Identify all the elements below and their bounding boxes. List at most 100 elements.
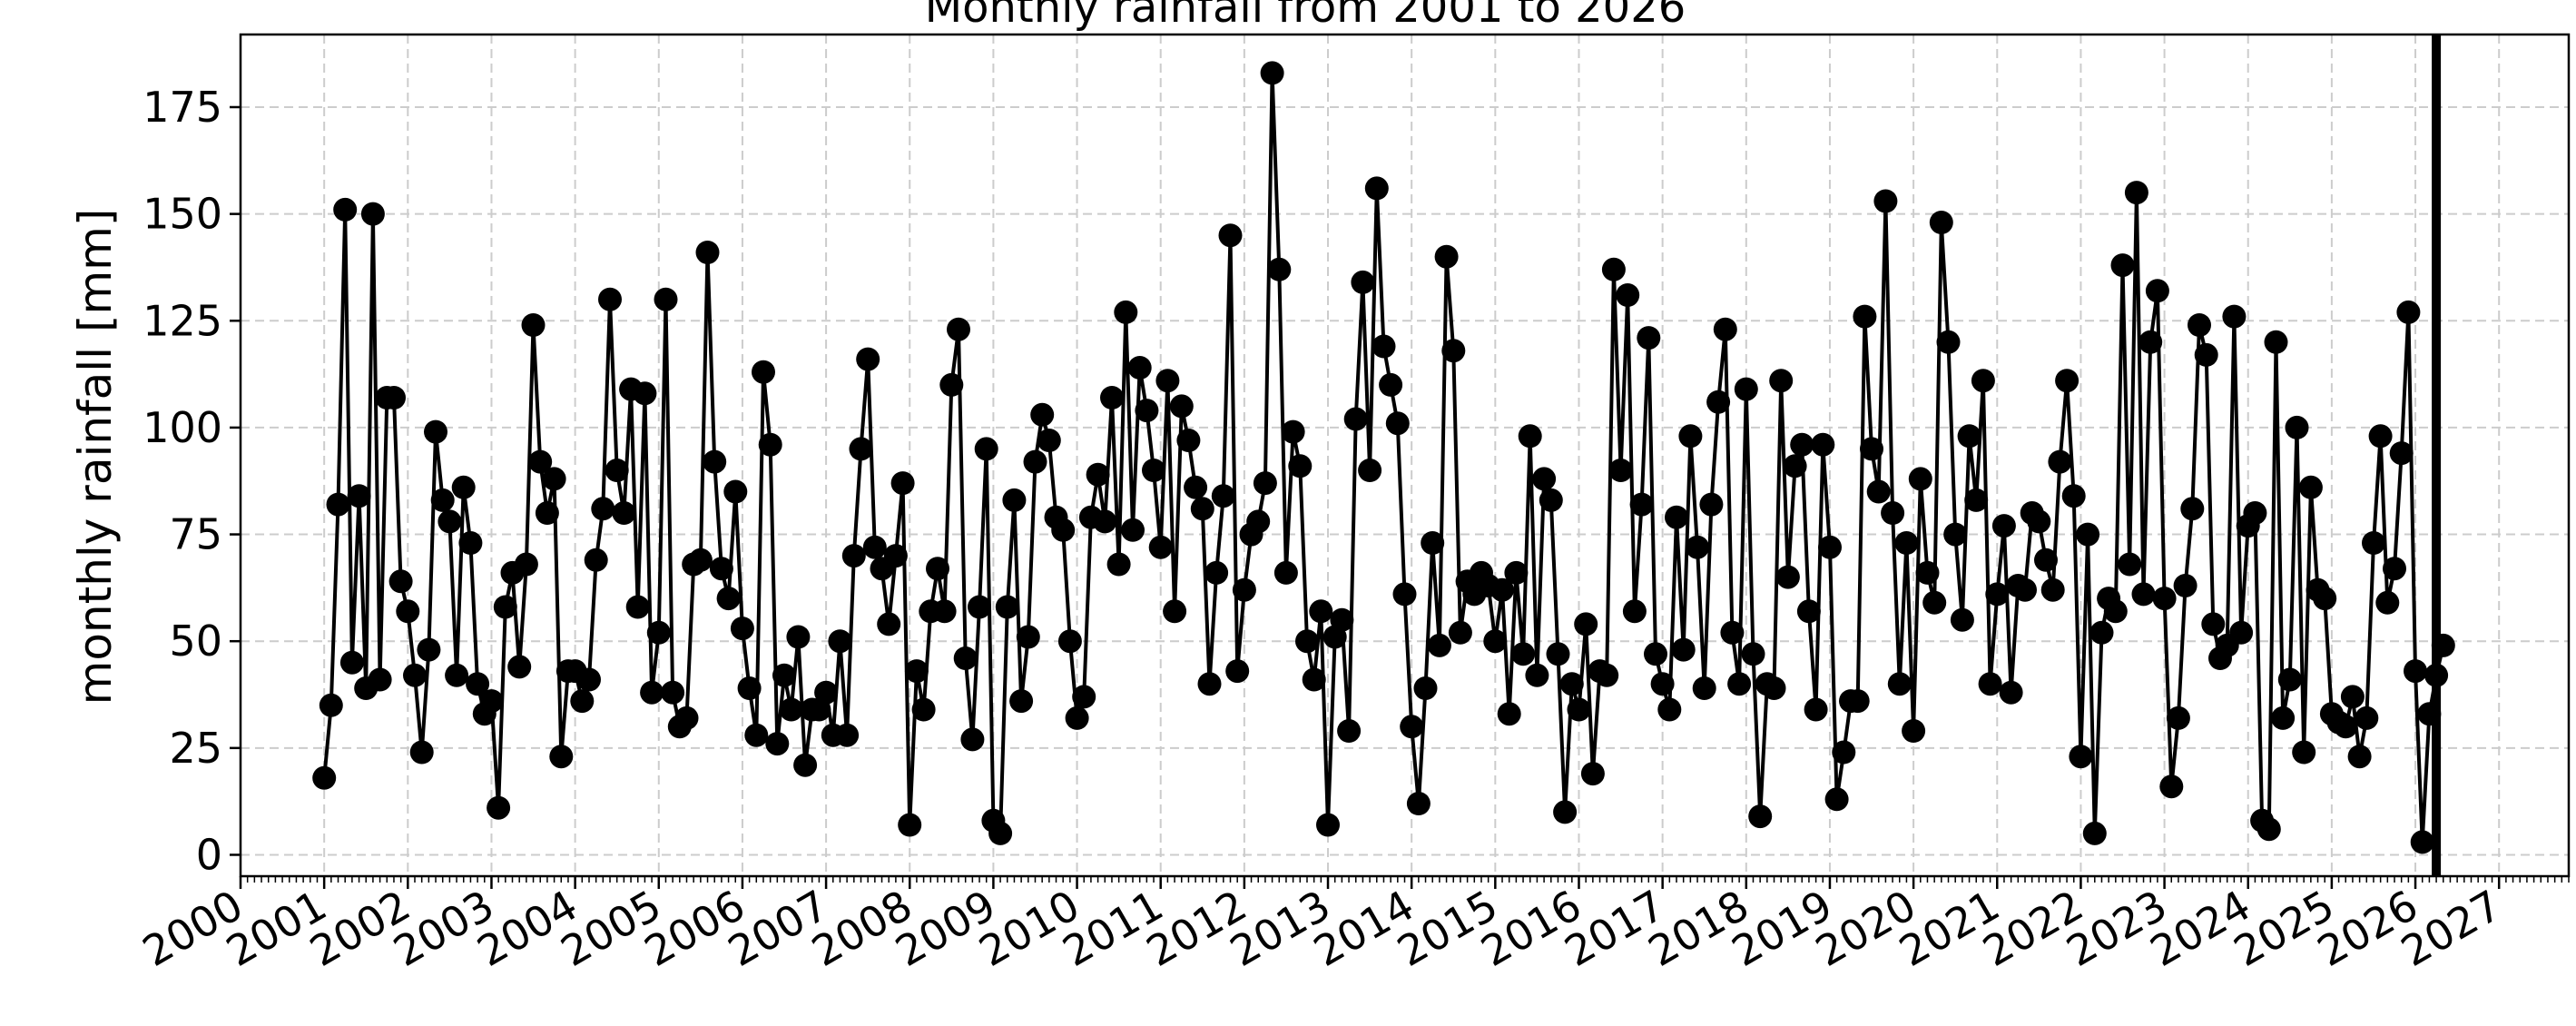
data-point: [926, 557, 949, 581]
data-point: [1894, 531, 1919, 555]
data-point: [1330, 607, 1354, 632]
data-point: [2340, 685, 2365, 709]
data-point: [752, 360, 775, 384]
data-point: [1629, 492, 1654, 517]
data-point: [625, 595, 650, 619]
data-point: [2410, 830, 2434, 854]
data-point: [1567, 697, 1591, 722]
data-point: [695, 241, 720, 264]
data-point: [438, 509, 462, 534]
data-point: [1762, 676, 1786, 700]
data-point: [396, 599, 420, 624]
data-point: [1818, 535, 1842, 559]
data-point: [709, 557, 733, 581]
data-point: [2061, 484, 2086, 508]
data-point: [1546, 642, 1570, 666]
data-point: [1379, 372, 1403, 397]
data-point: [1902, 719, 1926, 743]
data-point: [1273, 560, 1298, 585]
data-point: [319, 693, 343, 717]
data-point: [1811, 432, 1835, 457]
data-point: [1016, 625, 1040, 649]
series-layer: [312, 35, 2455, 876]
data-point: [570, 689, 595, 714]
data-point: [1406, 792, 1431, 815]
data-point: [828, 629, 852, 654]
y-tick-label: 75: [169, 510, 222, 559]
data-point: [1337, 719, 1362, 743]
data-point: [1644, 642, 1667, 666]
data-point: [1622, 599, 1647, 624]
data-point: [1204, 560, 1229, 585]
data-point: [2188, 313, 2211, 337]
data-point: [2298, 475, 2323, 499]
data-point: [598, 287, 622, 311]
data-point: [1148, 535, 1173, 559]
data-point: [841, 544, 866, 568]
data-point: [1155, 369, 1180, 393]
data-point: [382, 386, 406, 409]
data-point: [856, 347, 880, 371]
data-point: [577, 667, 601, 692]
data-point: [1253, 471, 1277, 496]
data-point: [549, 745, 574, 769]
data-point: [688, 548, 713, 572]
data-point: [1246, 509, 1271, 534]
data-point: [1908, 467, 1932, 491]
data-point: [744, 723, 769, 747]
data-point: [911, 697, 936, 722]
data-point: [2138, 330, 2163, 354]
data-point: [1267, 257, 1292, 281]
data-point: [1866, 479, 1891, 504]
data-point: [1511, 642, 1536, 666]
data-point: [1775, 565, 1800, 589]
data-point: [1218, 223, 1243, 248]
data-point: [368, 667, 392, 692]
data-point: [388, 569, 413, 594]
data-point: [430, 488, 455, 512]
data-point: [1559, 672, 1584, 696]
data-point: [2110, 253, 2135, 278]
data-point: [1686, 535, 1709, 559]
data-point: [814, 680, 839, 705]
data-point: [2152, 587, 2177, 611]
data-point: [1532, 467, 1557, 491]
data-point: [2368, 424, 2393, 449]
data-point: [793, 753, 818, 777]
data-point: [1957, 424, 1981, 449]
data-point: [1023, 449, 1047, 474]
data-point: [1288, 454, 1313, 478]
data-point: [898, 813, 922, 837]
data-point: [654, 287, 678, 311]
data-point: [758, 432, 782, 457]
data-point: [1358, 459, 1382, 482]
data-point: [1601, 257, 1626, 281]
data-point: [2103, 599, 2128, 624]
data-point: [2256, 817, 2281, 842]
data-point: [1657, 697, 1682, 722]
data-point: [451, 475, 476, 499]
data-point: [1316, 813, 1340, 837]
data-point: [1971, 369, 1995, 393]
data-point: [2229, 620, 2254, 645]
data-point: [479, 689, 504, 714]
data-point: [1232, 577, 1256, 602]
data-point: [1796, 599, 1821, 624]
data-point: [1448, 620, 1472, 645]
data-point: [1057, 629, 1082, 654]
data-point: [445, 663, 469, 687]
data-point: [1525, 663, 1549, 687]
data-point: [1121, 518, 1145, 542]
data-point: [2159, 774, 2184, 799]
data-point: [1964, 488, 1989, 512]
data-point: [1853, 304, 1877, 329]
data-point: [862, 535, 887, 559]
data-point: [591, 497, 615, 521]
data-point: [1225, 659, 1250, 684]
data-point: [730, 617, 754, 641]
data-point: [716, 587, 741, 611]
data-point: [347, 484, 371, 508]
data-point: [458, 531, 483, 555]
data-point: [1769, 369, 1794, 393]
